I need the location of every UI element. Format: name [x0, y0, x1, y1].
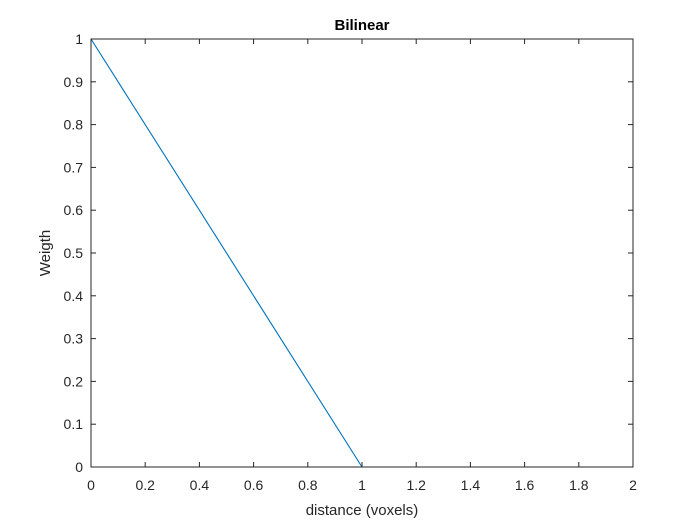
x-tick-label: 1.6	[515, 477, 535, 493]
x-tick-label: 1.8	[569, 477, 589, 493]
series-line-1	[90, 38, 633, 468]
axes-box	[90, 38, 634, 468]
ticks: 0 0.2 0.4 0.6 0.8 1 1.2 1.4 1.6 1.8 2 0 0.1 0.2 0.3 0.4…	[64, 31, 638, 493]
x-axis-label: distance (voxels)	[306, 502, 419, 519]
x-tick-label: 1.2	[406, 477, 426, 493]
y-tick-label: 0.7	[64, 159, 84, 175]
x-tick-label: 0.2	[135, 477, 155, 493]
x-tick-label: 0	[87, 477, 95, 493]
y-axis-label: Weigth	[37, 230, 54, 276]
y-tick-label: 0.5	[64, 245, 84, 261]
x-tick-label: 0.8	[298, 477, 318, 493]
x-tick-label: 0.4	[190, 477, 210, 493]
y-tick-label: 0.1	[64, 416, 84, 432]
y-tick-label: 0	[75, 459, 83, 475]
x-tick-label: 1	[358, 477, 366, 493]
x-tick-label: 2	[629, 477, 637, 493]
x-tick-label: 0.6	[244, 477, 264, 493]
y-tick-label: 0.9	[64, 74, 84, 90]
chart-title: Bilinear	[334, 17, 389, 34]
y-tick-label: 0.2	[64, 373, 84, 389]
series-group	[90, 38, 633, 468]
x-tick-label: 1.4	[461, 477, 481, 493]
y-tick-label: 0.4	[64, 288, 84, 304]
y-tick-label: 1	[75, 31, 83, 47]
y-tick-label: 0.6	[64, 202, 84, 218]
y-tick-label: 0.8	[64, 117, 84, 133]
y-tick-label: 0.3	[64, 331, 84, 347]
